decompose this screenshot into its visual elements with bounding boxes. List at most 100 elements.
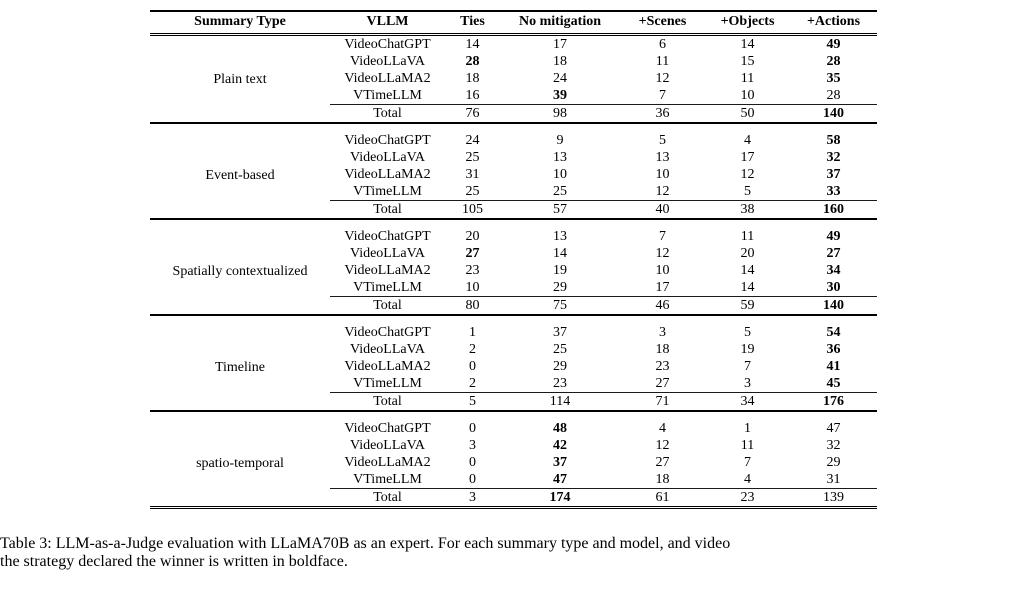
- model-name-cell: VideoLLaMA2: [344, 359, 431, 374]
- value-cell: 3: [659, 325, 666, 340]
- value-cell: 140: [790, 296, 877, 315]
- value-cell: 7: [744, 455, 751, 470]
- value-cell: 18: [655, 342, 670, 357]
- table-row: Spatially contextualized VideoChatGPT 20 13…: [150, 219, 877, 279]
- value-cell: 29: [826, 455, 841, 470]
- header-row: Summary Type VLLM Ties No mitigation +Sc…: [150, 10, 877, 36]
- table-row: VideoLLaMA2 0 29 23 7 41: [150, 358, 877, 375]
- value-cell: 176: [790, 392, 877, 411]
- value-cell: 40: [620, 200, 705, 219]
- value-cell: 47: [553, 472, 567, 487]
- value-cell: 18: [655, 472, 670, 487]
- value-cell: 28: [826, 88, 841, 103]
- value-cell: 28: [826, 54, 841, 69]
- value-cell: 38: [705, 200, 790, 219]
- value-cell: 24: [465, 133, 480, 148]
- value-cell: 139: [790, 488, 877, 508]
- model-name-cell: VideoLLaVA: [349, 246, 426, 261]
- value-cell: 14: [465, 37, 480, 52]
- value-cell: 15: [740, 54, 755, 69]
- value-cell: 16: [465, 88, 480, 103]
- col-header-ties: Ties: [445, 10, 500, 36]
- value-cell: 5: [659, 133, 666, 148]
- table-row: VTimeLLM 25 25 12 5 33: [150, 183, 877, 201]
- value-cell: 5: [744, 325, 751, 340]
- model-name-cell: VTimeLLM: [353, 184, 422, 199]
- value-cell: 19: [740, 342, 755, 357]
- value-cell: 105: [445, 200, 500, 219]
- value-cell: 12: [655, 71, 670, 86]
- value-cell: 14: [740, 263, 755, 278]
- value-cell: 27: [655, 455, 670, 470]
- total-label-cell: Total: [330, 488, 445, 508]
- model-name-cell: VideoLLaMA2: [344, 263, 431, 278]
- value-cell: 9: [556, 133, 564, 148]
- table-row: VideoLLaMA2 18 24 12 11 35: [150, 70, 877, 87]
- value-cell: 14: [553, 246, 567, 261]
- value-cell: 5: [744, 184, 751, 199]
- value-cell: 33: [826, 184, 841, 199]
- value-cell: 50: [705, 104, 790, 123]
- model-name-cell: VideoChatGPT: [344, 133, 431, 148]
- value-cell: 19: [553, 263, 567, 278]
- value-cell: 6: [659, 37, 666, 52]
- table-row: VTimeLLM 10 29 17 14 30: [150, 279, 877, 297]
- model-name-cell: VideoChatGPT: [344, 229, 431, 244]
- value-cell: 10: [553, 167, 567, 182]
- table-row: VideoLLaMA2 0 37 27 7 29: [150, 454, 877, 471]
- total-label-cell: Total: [330, 200, 445, 219]
- table-row: VTimeLLM 2 23 27 3 45: [150, 375, 877, 393]
- value-cell: 4: [659, 421, 666, 436]
- table-row: spatio-temporal VideoChatGPT 0 48 4 1 47: [150, 411, 877, 471]
- total-row: Total 3 174 61 23 139: [150, 488, 877, 508]
- value-cell: 18: [553, 54, 567, 69]
- value-cell: 174: [500, 488, 620, 508]
- value-cell: 29: [553, 280, 567, 295]
- table-row: VideoLLaVA 25 13 13 17 32: [150, 149, 877, 166]
- value-cell: 23: [553, 376, 567, 391]
- value-cell: 12: [740, 167, 755, 182]
- col-header-actions: +Actions: [790, 10, 877, 36]
- value-cell: 34: [826, 263, 841, 278]
- value-cell: 57: [500, 200, 620, 219]
- model-name-cell: VideoLLaVA: [349, 54, 426, 69]
- model-name-cell: VTimeLLM: [353, 280, 422, 295]
- table-row: VideoLLaVA 27 14 12 20 27: [150, 245, 877, 262]
- value-cell: 17: [655, 280, 670, 295]
- summary-type-cell: Timeline: [214, 359, 266, 375]
- value-cell: 27: [826, 246, 841, 261]
- value-cell: 140: [790, 104, 877, 123]
- summary-type-cell: Plain text: [213, 71, 267, 87]
- value-cell: 3: [445, 488, 500, 508]
- value-cell: 0: [469, 421, 476, 436]
- value-cell: 10: [655, 263, 670, 278]
- value-cell: 17: [553, 37, 567, 52]
- value-cell: 1: [744, 421, 751, 436]
- value-cell: 39: [553, 88, 567, 103]
- model-name-cell: VideoChatGPT: [344, 37, 431, 52]
- value-cell: 59: [705, 296, 790, 315]
- table-row: VideoLLaMA2 23 19 10 14 34: [150, 262, 877, 279]
- total-row: Total 5 114 71 34 176: [150, 392, 877, 411]
- total-row: Total 76 98 36 50 140: [150, 104, 877, 123]
- value-cell: 0: [469, 455, 476, 470]
- value-cell: 25: [465, 150, 480, 165]
- value-cell: 23: [655, 359, 670, 374]
- page: { "colors": { "text": "#000000", "backgr…: [0, 10, 1024, 592]
- value-cell: 25: [465, 184, 480, 199]
- value-cell: 29: [553, 359, 567, 374]
- value-cell: 35: [826, 71, 841, 86]
- model-name-cell: VTimeLLM: [353, 376, 422, 391]
- table-row: VTimeLLM 16 39 7 10 28: [150, 87, 877, 105]
- value-cell: 1: [469, 325, 476, 340]
- value-cell: 13: [553, 150, 567, 165]
- model-name-cell: VideoLLaMA2: [344, 455, 431, 470]
- value-cell: 25: [553, 184, 567, 199]
- value-cell: 11: [740, 229, 755, 244]
- value-cell: 7: [659, 88, 666, 103]
- value-cell: 80: [445, 296, 500, 315]
- table-section: spatio-temporal VideoChatGPT 0 48 4 1 47 VideoL…: [150, 411, 877, 508]
- value-cell: 25: [553, 342, 567, 357]
- value-cell: 32: [826, 150, 841, 165]
- model-name-cell: VideoChatGPT: [344, 421, 431, 436]
